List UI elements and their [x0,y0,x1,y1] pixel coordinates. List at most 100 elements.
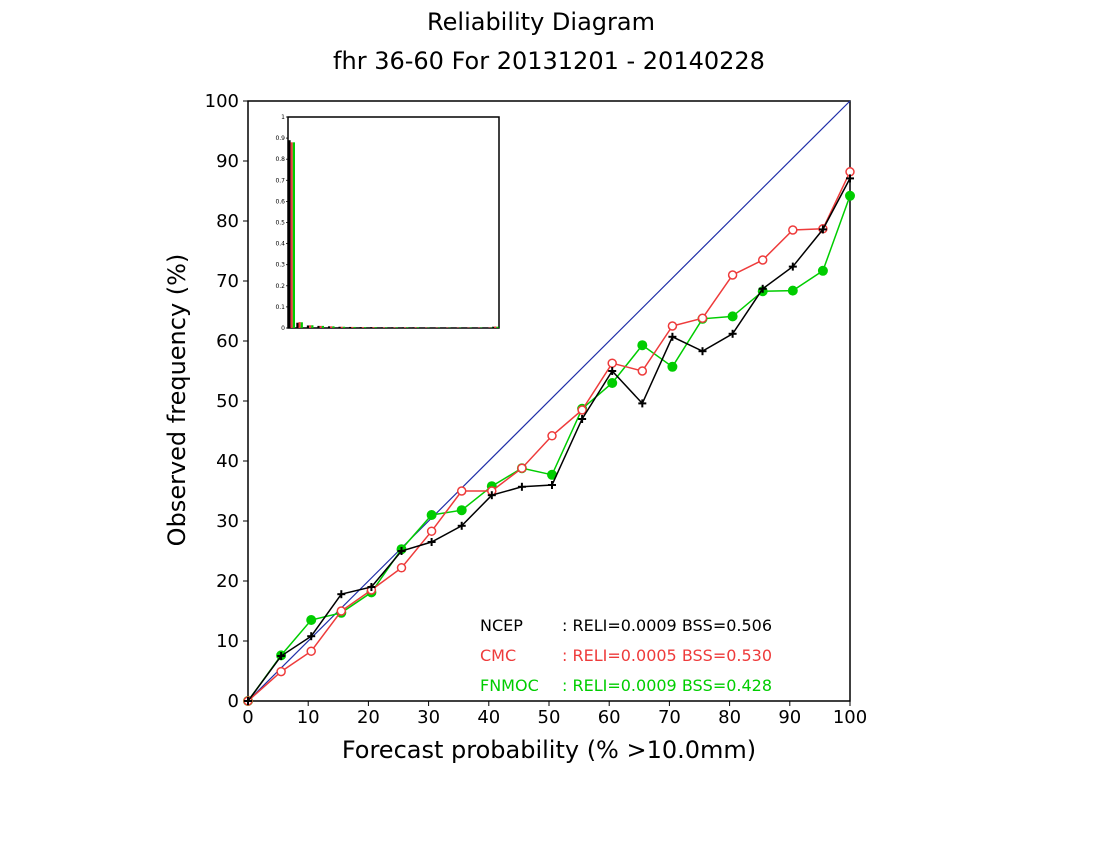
y-tick-label: 100 [205,91,239,112]
inset-bar-cmc [309,325,312,328]
data-point-ncep [427,538,436,546]
chart-title: Reliability Diagram [427,8,655,36]
inset-bar-cmc [372,327,375,328]
data-point-cmc [607,358,617,368]
inset-bar-fnmoc [311,325,314,328]
data-point-ncep [548,481,557,489]
data-point-cmc [426,526,437,536]
y-axis-label: Observed frequency (%) [163,254,191,547]
data-point-ncep [277,652,286,660]
inset-bar-ncep [412,327,415,328]
y-tick-label: 50 [216,391,239,412]
inset-y-tick-label: 0.6 [275,198,285,205]
data-point-ncep [846,174,854,183]
inset-bar-fnmoc [395,327,398,328]
inset-bar-ncep [288,140,291,328]
inset-bar-cmc [319,325,322,328]
inset-bar-fnmoc [406,327,409,328]
inset-bar-ncep [306,325,310,328]
y-tick-label: 60 [216,331,239,352]
x-tick-label: 90 [778,707,801,728]
data-point-cmc [697,313,708,323]
x-tick-label: 30 [417,707,440,728]
data-point-fnmoc [456,505,467,516]
data-point-fnmoc [306,615,317,625]
x-tick-label: 40 [477,707,500,728]
inset-bar-ncep [492,326,495,328]
inset-bar-cmc [351,326,354,328]
inset-bar-ncep [338,326,341,328]
inset-bar-cmc [494,326,497,328]
inset-bar-cmc [382,327,386,328]
legend-stats: : RELI=0.0005 BSS=0.530 [562,646,772,665]
inset-bar-fnmoc [342,326,346,328]
data-point-ncep [638,399,647,408]
y-tick-label: 20 [216,571,239,592]
inset-y-tick-label: 0.1 [275,304,285,311]
legend-stats: : RELI=0.0009 BSS=0.428 [562,676,772,695]
inset-bar-cmc [330,326,333,328]
inset-bar-fnmoc [385,327,388,328]
inset-bar-fnmoc [374,327,377,328]
data-point-fnmoc [845,190,855,201]
data-point-ncep [728,329,737,338]
data-point-ncep [244,697,252,705]
inset-y-tick-label: 0.8 [275,156,285,163]
inset-bar-fnmoc [496,326,499,328]
inset-bar-fnmoc [364,327,367,328]
y-tick-label: 80 [216,211,239,232]
inset-histogram: 0 0.1 0.2 0.3 0.4 0.5 0.6 0.7 0.8 0.9 1 [275,114,500,332]
inset-bar-ncep [401,327,405,328]
inset-y-tick-label: 0.7 [275,177,285,184]
x-tick-label: 100 [833,707,867,728]
data-point-cmc [667,321,678,331]
inset-bar-ncep [317,325,320,328]
y-tick-label: 10 [216,631,239,652]
data-point-fnmoc [787,285,798,296]
legend-stats: : RELI=0.0009 BSS=0.506 [562,616,772,635]
data-point-cmc [276,666,286,677]
data-point-cmc [637,366,648,376]
data-point-ncep [698,347,707,356]
data-point-ncep [818,225,827,234]
x-tick-label: 70 [658,707,681,728]
inset-y-tick-label: 0 [281,325,285,332]
inset-y-tick-label: 0.2 [275,283,285,290]
inset-y-tick-label: 1 [281,114,285,121]
x-tick-label: 50 [538,707,561,728]
inset-bar-cmc [414,327,417,328]
data-point-ncep [788,262,797,271]
x-tick-label: 80 [718,707,741,728]
x-tick-label: 20 [357,707,380,728]
legend-name: NCEP [480,616,523,635]
data-point-cmc [727,270,738,280]
y-tick-label: 30 [216,511,239,532]
y-tick-label: 70 [216,271,239,292]
inset-bar-cmc [393,327,396,328]
inset-bar-cmc [290,142,293,328]
data-point-ncep [487,491,496,500]
data-point-cmc [757,255,768,265]
legend-name: CMC [480,646,516,665]
data-point-cmc [577,405,587,415]
data-point-cmc [306,646,316,656]
data-point-fnmoc [667,361,678,372]
perfect-reliability-line [247,100,851,702]
inset-y-tick-label: 0.5 [275,220,285,227]
y-tick-label: 40 [216,451,239,472]
data-point-cmc [547,431,557,441]
inset-bar-cmc [340,326,343,328]
chart-subtitle: fhr 36-60 For 20131201 - 20140228 [333,47,765,75]
inset-bar-ncep [296,322,299,328]
data-point-ncep [367,583,376,591]
y-tick-label: 0 [228,691,239,712]
inset-y-tick-label: 0.9 [275,135,285,142]
data-point-fnmoc [637,340,648,351]
data-point-ncep [307,632,316,641]
inset-bar-ncep [391,327,394,328]
inset-bar-cmc [298,322,301,328]
legend: NCEP : RELI=0.0009 BSS=0.506 CMC : RELI=0.0… [480,616,772,695]
data-point-ncep [337,590,346,599]
inset-bar-fnmoc [332,326,335,328]
